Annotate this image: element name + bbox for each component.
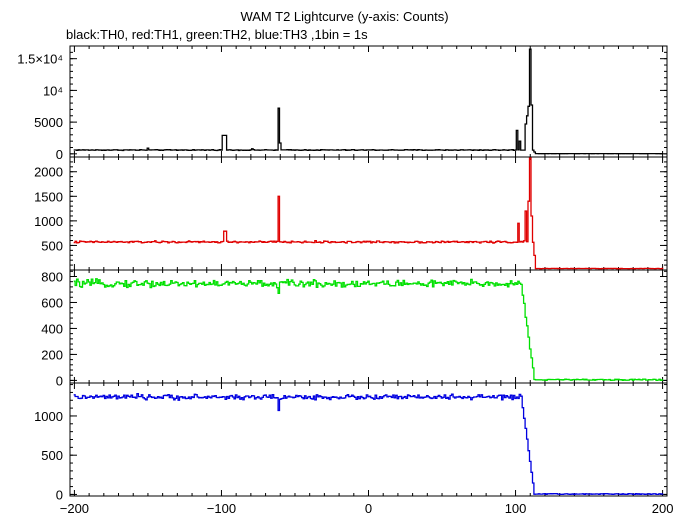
y-tick-label: 200	[41, 347, 63, 362]
x-tick-label: 100	[505, 501, 527, 515]
y-tick-label: 0	[56, 147, 63, 162]
x-tick-label: 0	[365, 501, 372, 515]
y-tick-label: 1500	[34, 189, 63, 204]
series-line-TH0	[73, 48, 664, 155]
y-tick-label: 1000	[34, 214, 63, 229]
y-tick-label: 800	[41, 269, 63, 284]
series-line-TH3	[73, 393, 664, 496]
y-tick-label: 1.5×10⁴	[17, 52, 63, 67]
series-line-TH2	[73, 278, 664, 381]
chart-subtitle: black:TH0, red:TH1, green:TH2, blue:TH3 …	[66, 27, 368, 42]
y-tick-label: 500	[41, 238, 63, 253]
chart-title: WAM T2 Lightcurve (y-axis: Counts)	[240, 9, 449, 24]
y-tick-label: 5000	[34, 115, 63, 130]
series-line-TH1	[73, 157, 664, 270]
y-tick-label: 0	[56, 373, 63, 388]
panel-frame-TH2	[69, 269, 668, 384]
panel-frame-TH0	[69, 45, 668, 158]
y-tick-label: 1000	[34, 409, 63, 424]
x-tick-label: −200	[60, 501, 89, 515]
panel-frame-TH3	[69, 382, 668, 497]
x-tick-label: 200	[652, 501, 674, 515]
y-tick-label: 2000	[34, 165, 63, 180]
y-tick-label: 400	[41, 321, 63, 336]
x-tick-label: −100	[207, 501, 236, 515]
y-tick-label: 500	[41, 448, 63, 463]
y-tick-label: 0	[56, 487, 63, 502]
y-tick-label: 10⁴	[43, 83, 63, 98]
y-tick-label: 600	[41, 295, 63, 310]
panel-frame-TH1	[69, 156, 668, 271]
